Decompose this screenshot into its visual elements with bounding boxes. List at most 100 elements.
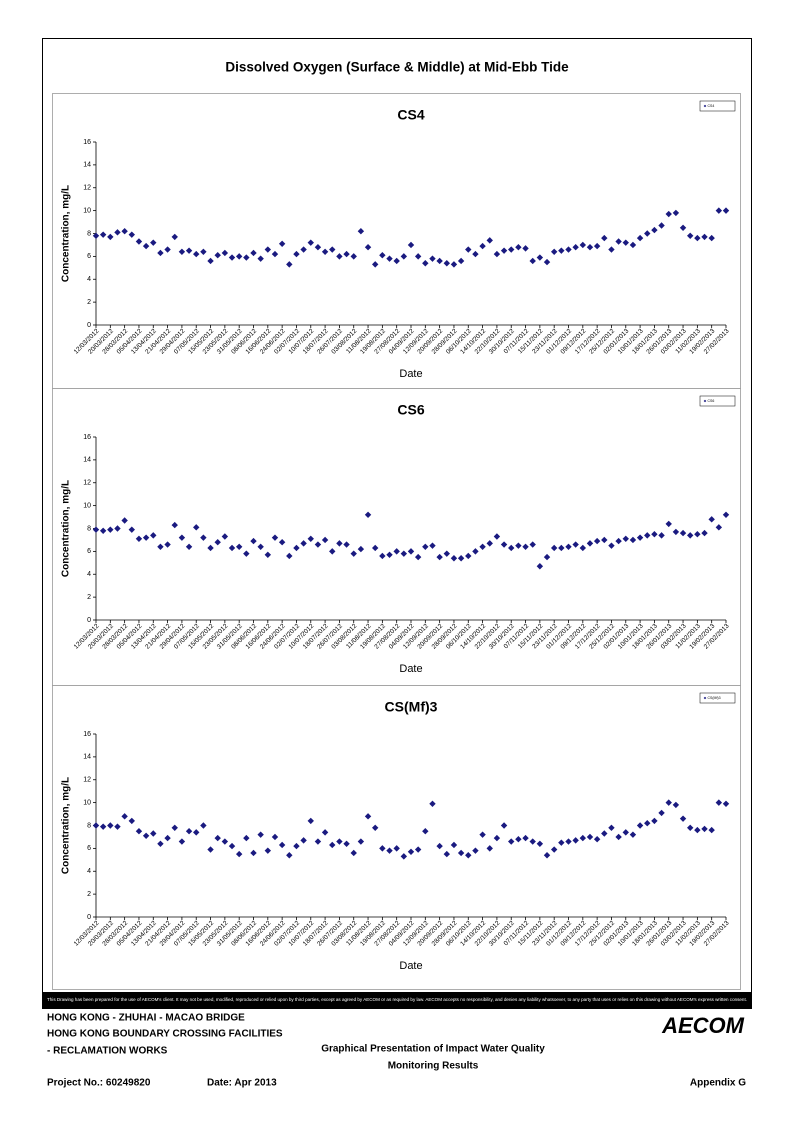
data-point [257, 255, 264, 262]
data-point [400, 253, 408, 260]
data-point [307, 239, 314, 246]
data-point [228, 544, 236, 552]
data-point [636, 534, 644, 541]
data-point [515, 542, 522, 549]
data-point [593, 836, 601, 843]
data-point [414, 553, 422, 561]
legend-marker [703, 399, 707, 403]
y-tick-label: 16 [83, 139, 91, 146]
data-point [615, 537, 622, 545]
data-point [321, 829, 329, 836]
y-tick-label: 10 [83, 207, 91, 214]
data-point [271, 833, 279, 841]
data-point [293, 842, 300, 850]
data-point [543, 258, 551, 266]
data-point [207, 257, 214, 265]
data-point [558, 839, 565, 846]
data-point [472, 548, 479, 555]
data-point [601, 234, 608, 242]
data-point [479, 543, 486, 550]
data-point [286, 261, 293, 268]
data-point [386, 847, 393, 854]
data-point [622, 239, 629, 246]
data-point [92, 526, 100, 533]
data-point [300, 540, 307, 547]
data-point [286, 552, 293, 560]
data-point [364, 813, 372, 820]
data-point [343, 840, 350, 847]
chart-title: CS6 [397, 402, 424, 418]
data-point [243, 254, 250, 261]
data-point [708, 234, 715, 242]
data-point [529, 838, 536, 845]
data-point [443, 550, 450, 557]
data-point [515, 244, 522, 251]
data-point [708, 826, 715, 834]
data-point [364, 244, 372, 251]
data-point [107, 526, 114, 533]
data-point [522, 543, 529, 550]
data-point [92, 822, 100, 829]
data-point [193, 250, 200, 258]
y-tick-label: 12 [83, 185, 91, 192]
data-point [579, 241, 587, 249]
data-point [615, 238, 622, 245]
data-point [450, 841, 458, 849]
data-point [214, 834, 221, 842]
data-point [672, 528, 680, 536]
project-line: - RECLAMATION WORKS [47, 1046, 168, 1057]
data-point [422, 543, 429, 550]
data-point [178, 248, 186, 255]
data-point [450, 261, 458, 268]
y-tick-label: 12 [83, 480, 91, 487]
data-point [658, 222, 665, 229]
data-point [658, 809, 665, 817]
y-tick-label: 8 [87, 525, 91, 532]
data-point [429, 542, 436, 549]
data-point [465, 552, 472, 560]
data-point [329, 246, 336, 253]
data-point [300, 246, 307, 253]
y-tick-label: 14 [83, 754, 91, 761]
data-point [629, 536, 637, 544]
y-tick-label: 0 [87, 617, 91, 624]
data-point [400, 550, 408, 557]
data-point [99, 527, 107, 534]
data-point [114, 525, 121, 532]
data-point [107, 233, 114, 241]
data-point [278, 539, 286, 546]
disclaimer: This Drawing has been prepared for the u… [47, 997, 747, 1002]
data-point [443, 850, 450, 858]
data-point [694, 234, 701, 242]
data-point [508, 246, 515, 253]
project-line: HONG KONG BOUNDARY CROSSING FACILITIES [47, 1029, 283, 1040]
data-point [336, 253, 343, 260]
data-point [135, 828, 143, 835]
disclaimer-band [42, 992, 752, 1008]
data-point [185, 247, 193, 254]
data-point [515, 836, 522, 843]
data-point [493, 834, 501, 842]
data-point [243, 550, 250, 557]
data-point [142, 242, 150, 250]
data-point [393, 845, 400, 852]
data-point [235, 253, 243, 260]
chart-title: CS4 [397, 107, 424, 123]
data-point [178, 838, 186, 845]
data-point [601, 536, 608, 544]
data-point [271, 250, 279, 258]
data-point [357, 838, 365, 845]
data-point [450, 555, 458, 562]
data-point [429, 255, 436, 262]
data-point [472, 250, 479, 258]
data-point [200, 248, 207, 255]
data-point [407, 848, 415, 856]
data-point [414, 846, 422, 853]
data-point [679, 815, 687, 822]
page-title: Dissolved Oxygen (Surface & Middle) at M… [225, 60, 569, 75]
data-point [372, 261, 379, 268]
data-point [644, 230, 651, 237]
data-point [579, 834, 587, 842]
data-point [99, 231, 107, 238]
data-point [579, 544, 587, 552]
